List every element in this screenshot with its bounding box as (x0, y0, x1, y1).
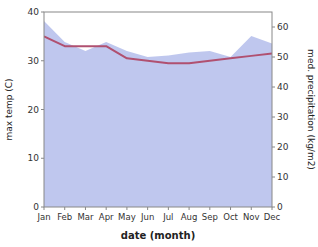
y2-tick (272, 27, 275, 28)
y2-axis-label: med. precipitation (kg/m2) (306, 49, 316, 170)
x-tick (189, 207, 190, 210)
y-tick-label: 10 (28, 153, 40, 163)
x-tick-label: Nov (243, 212, 260, 222)
y2-tick-label: 10 (277, 172, 289, 182)
y-tick (41, 12, 44, 13)
x-tick (126, 207, 127, 210)
x-tick-label: Mar (77, 212, 94, 222)
y2-tick-label: 30 (277, 112, 289, 122)
chart: 0 10 20 30 40 0 10 20 30 40 50 60 Jan Feb Mar Apr May Jun… (0, 0, 318, 247)
x-tick-label: Sep (202, 212, 218, 222)
x-tick (168, 207, 169, 210)
x-tick (251, 207, 252, 210)
temp-line (44, 36, 272, 63)
y-tick-label: 40 (28, 7, 40, 17)
y2-tick (272, 87, 275, 88)
y2-tick-label: 40 (277, 82, 289, 92)
x-tick-label: Dec (264, 212, 281, 222)
x-tick-label: Jun (140, 212, 154, 222)
x-tick-label: May (118, 212, 136, 222)
y2-tick-label: 0 (277, 202, 283, 212)
x-tick (230, 207, 231, 210)
y2-tick-label: 60 (277, 22, 289, 32)
x-tick-label: Feb (57, 212, 72, 222)
y-tick-label: 30 (28, 56, 40, 66)
x-tick (209, 207, 210, 210)
y2-tick (272, 177, 275, 178)
x-axis-label: date (month) (121, 230, 195, 241)
y-tick-label: 0 (33, 202, 39, 212)
x-tick (64, 207, 65, 210)
y2-tick (272, 147, 275, 148)
x-tick-label: Apr (99, 212, 114, 222)
y-tick-label: 20 (28, 105, 40, 115)
x-tick-label: Jul (162, 212, 173, 222)
precip-area (44, 21, 272, 207)
x-tick (272, 207, 273, 210)
y2-tick (272, 117, 275, 118)
x-tick-label: Aug (181, 212, 198, 222)
y2-tick-label: 20 (277, 142, 289, 152)
x-tick-label: Jan (36, 212, 50, 222)
x-tick (106, 207, 107, 210)
y-tick (41, 109, 44, 110)
y2-tick-label: 50 (277, 52, 289, 62)
plot-frame (44, 12, 272, 207)
y-tick (41, 60, 44, 61)
x-tick (44, 207, 45, 210)
x-tick-label: Oct (223, 212, 238, 222)
y-tick (41, 158, 44, 159)
x-tick (147, 207, 148, 210)
y-axis-label: max temp (C) (4, 78, 14, 140)
x-tick (85, 207, 86, 210)
y2-tick (272, 57, 275, 58)
plot-area (44, 21, 272, 207)
